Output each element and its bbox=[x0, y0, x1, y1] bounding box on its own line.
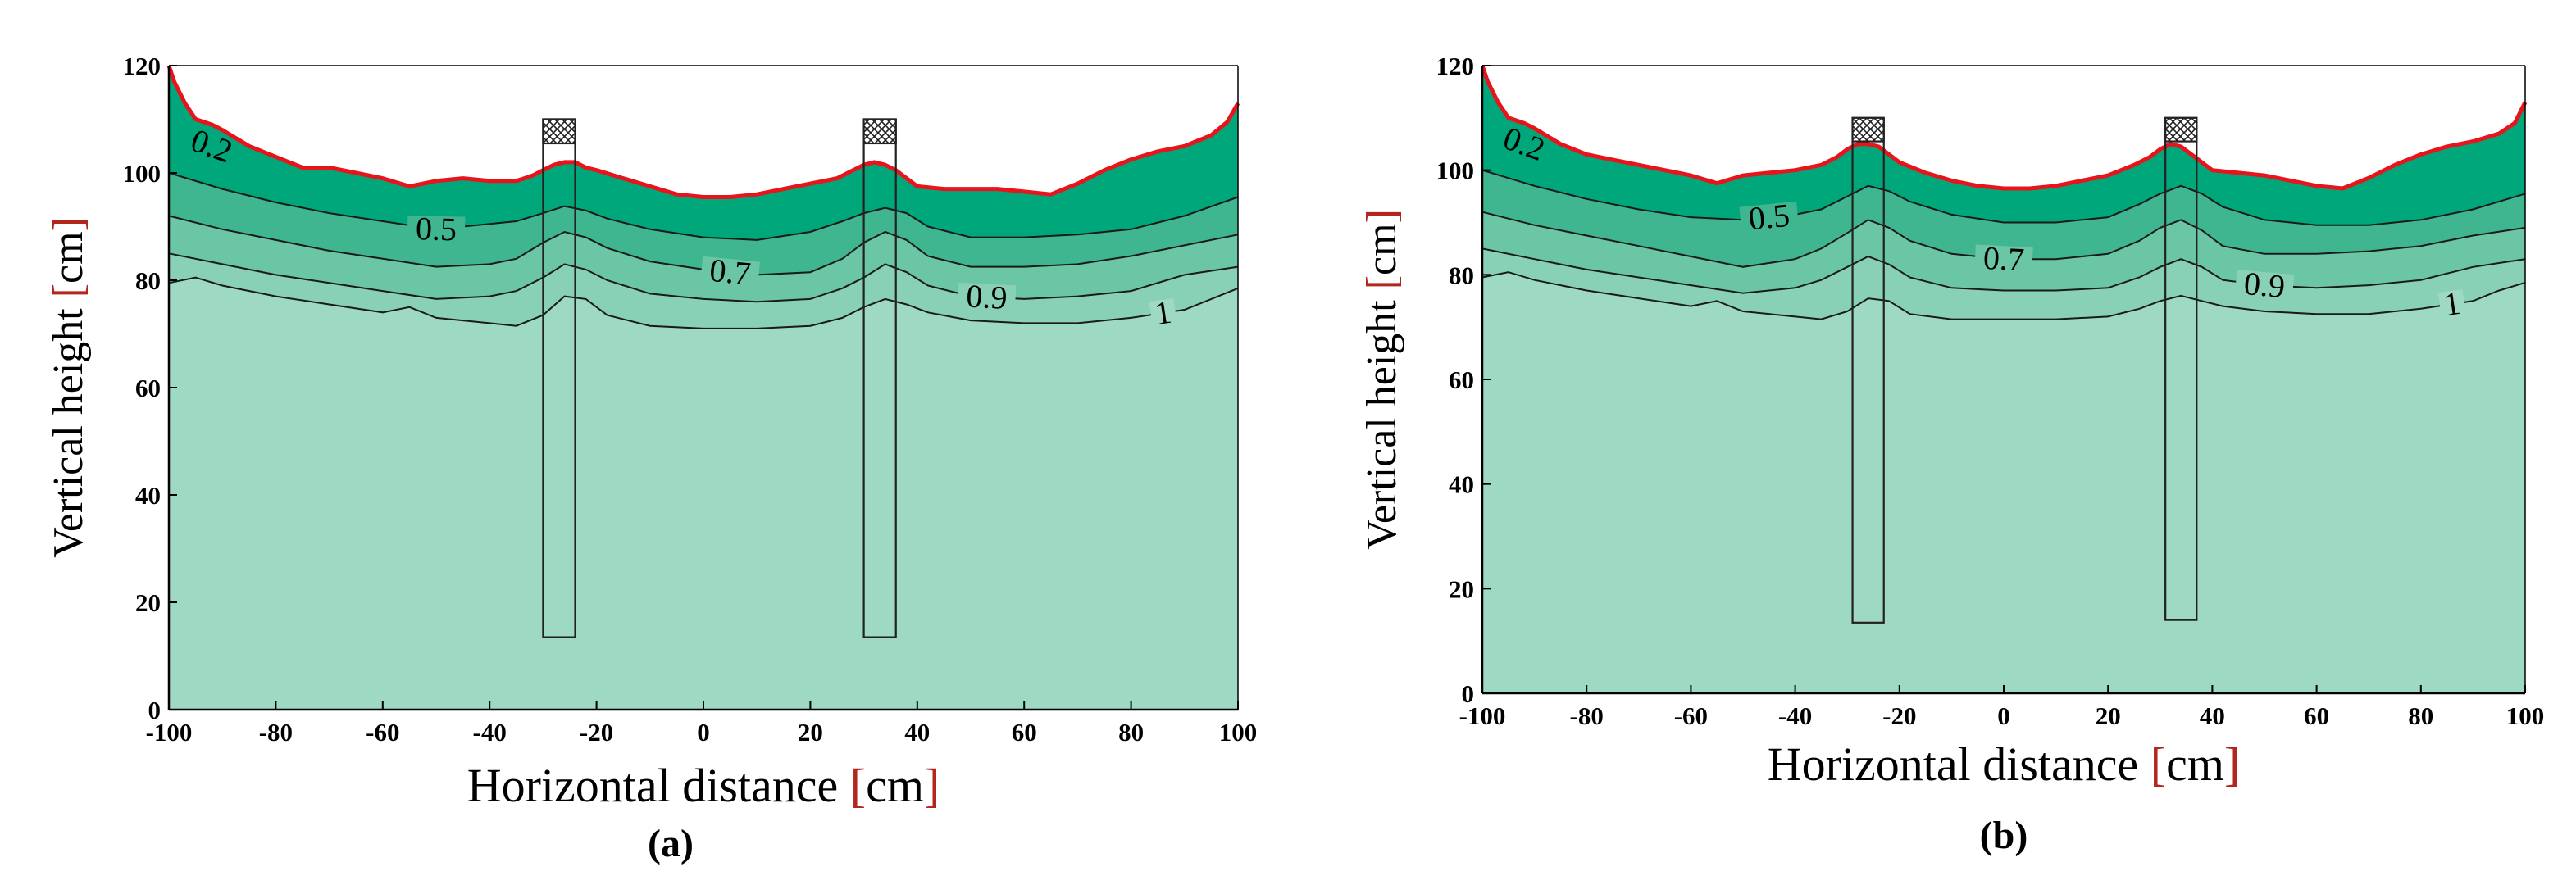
y-tick-label: 0 bbox=[1462, 679, 1475, 708]
y-tick-label: 100 bbox=[1436, 157, 1475, 185]
x-tick-label: 100 bbox=[2506, 701, 2545, 730]
pier-1-cap bbox=[542, 118, 576, 145]
free-surface-line bbox=[166, 65, 1240, 199]
x-tick-label: -60 bbox=[366, 718, 399, 747]
x-axis-label: Horizontal distance [cm] bbox=[1768, 737, 2241, 791]
y-tick-label: 40 bbox=[1449, 470, 1474, 499]
panel-b: 0.20.50.70.9 1-100 -80 -60 -40 -20 0 20 40 60 80 10… bbox=[1359, 52, 2544, 857]
y-axis-label: Vertical height [cm] bbox=[1359, 209, 1405, 550]
x-tick-label: 80 bbox=[1118, 718, 1144, 747]
x-tick-label: 60 bbox=[2304, 701, 2329, 730]
y-tick-label: 120 bbox=[123, 52, 162, 80]
y-tick-label: 60 bbox=[135, 374, 161, 402]
y-tick-label: 0 bbox=[148, 696, 162, 724]
x-tick-label: 0 bbox=[697, 718, 710, 747]
x-tick-label: 40 bbox=[2200, 701, 2225, 730]
y-tick-label: 20 bbox=[135, 588, 161, 617]
contour-label-0.9: 0.9 bbox=[2242, 265, 2287, 305]
x-tick-label: 80 bbox=[2408, 701, 2433, 730]
contour-label-bg bbox=[2234, 270, 2295, 302]
x-tick-label: -100 bbox=[146, 718, 193, 747]
pier-1-cap bbox=[1851, 116, 1885, 143]
contour-label-bg bbox=[2437, 289, 2467, 320]
y-tick-label: 80 bbox=[135, 266, 161, 295]
y-tick-label: 40 bbox=[135, 481, 161, 510]
x-tick-label: 20 bbox=[798, 718, 823, 747]
x-tick-label: -40 bbox=[1778, 701, 1812, 730]
band-fill-1 bbox=[1482, 272, 2525, 694]
contour-line-0.9 bbox=[1481, 247, 2526, 294]
panel-label: (a) bbox=[648, 822, 694, 865]
x-tick-label: 20 bbox=[2096, 701, 2121, 730]
contour-label-bg bbox=[1149, 297, 1177, 329]
contour-label-bg bbox=[700, 256, 761, 288]
x-tick-label: -20 bbox=[1882, 701, 1916, 730]
y-tick-label: 80 bbox=[1449, 261, 1474, 289]
x-tick-label: -80 bbox=[259, 718, 293, 747]
x-axis-label: Horizontal distance [cm] bbox=[467, 759, 940, 812]
contour-line-1 bbox=[1481, 271, 2526, 320]
x-tick-label: 100 bbox=[1219, 718, 1258, 747]
contour-label-bg bbox=[957, 282, 1017, 312]
x-tick-label: 60 bbox=[1012, 718, 1037, 747]
y-tick-label: 100 bbox=[123, 159, 162, 188]
contour-label-bg bbox=[1739, 201, 1800, 234]
contour-label-bg bbox=[407, 215, 466, 243]
contour-label-0.5: 0.5 bbox=[1747, 197, 1791, 238]
panel-label: (b) bbox=[1980, 814, 2028, 857]
x-tick-label: -20 bbox=[580, 718, 613, 747]
x-tick-label: 0 bbox=[1997, 701, 2010, 730]
panel-a: 0.20.50.70.9 1-100 -80 -60 -40 -20 0 20 40 60 80 10… bbox=[45, 52, 1257, 865]
contour-label-bg bbox=[1974, 244, 2033, 274]
x-tick-label: -80 bbox=[1570, 701, 1604, 730]
contour-label-0.9: 0.9 bbox=[965, 277, 1008, 315]
contour-line-0.5 bbox=[1481, 169, 2526, 226]
x-tick-label: -60 bbox=[1674, 701, 1708, 730]
pier-2-cap bbox=[2164, 116, 2198, 143]
contour-line-1 bbox=[168, 276, 1239, 329]
free-surface-line bbox=[1480, 65, 2528, 191]
x-tick-label: -40 bbox=[473, 718, 507, 747]
x-tick-label: -100 bbox=[1459, 701, 1506, 730]
y-axis-label: Vertical height [cm] bbox=[45, 217, 92, 558]
contour-label-0.7: 0.7 bbox=[1982, 239, 2025, 278]
contour-line-0.5 bbox=[168, 172, 1239, 241]
y-tick-label: 120 bbox=[1436, 52, 1475, 80]
y-tick-label: 20 bbox=[1449, 574, 1474, 603]
contour-label-0.5: 0.5 bbox=[415, 210, 457, 247]
band-fill-1 bbox=[169, 277, 1238, 710]
contour-label-0.7: 0.7 bbox=[708, 252, 753, 293]
x-tick-label: 40 bbox=[904, 718, 930, 747]
pier-2-cap bbox=[862, 118, 897, 145]
y-tick-label: 60 bbox=[1449, 365, 1474, 394]
